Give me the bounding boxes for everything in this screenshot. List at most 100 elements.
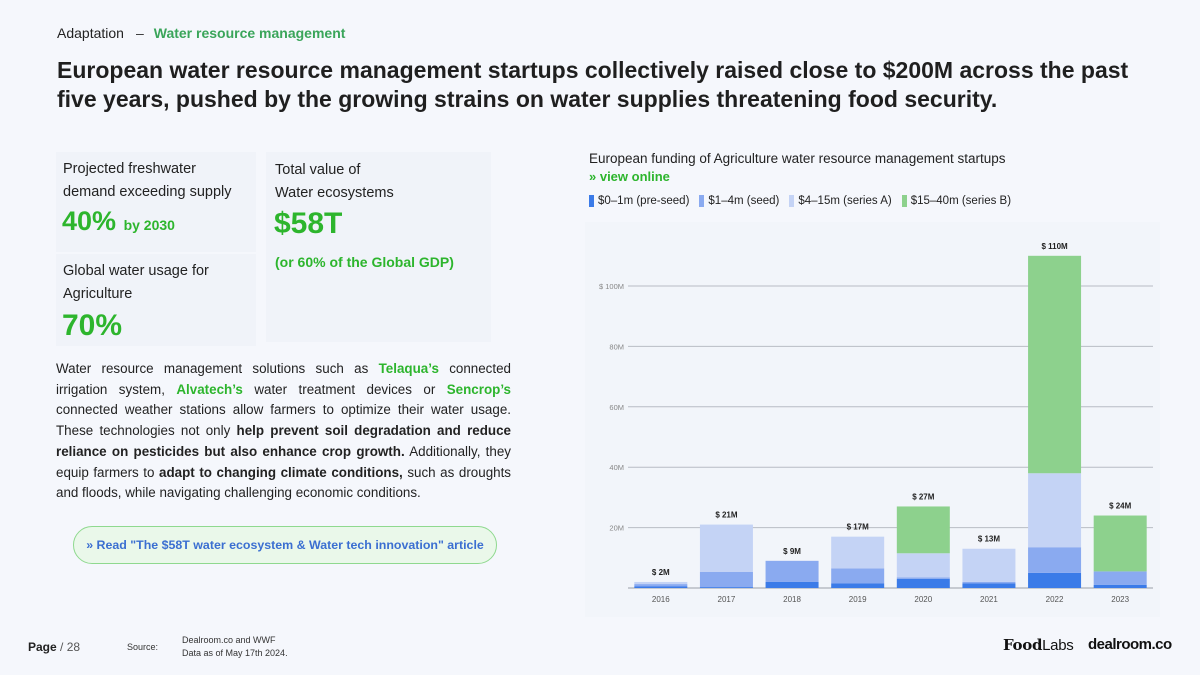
x-tick-label-2016: 2016: [652, 595, 670, 604]
body-bold-1: help prevent soil degradation and reduce…: [56, 423, 511, 459]
freshwater-value: 40% by 2030: [62, 206, 175, 237]
bar-2021-pre-seed: [962, 583, 1016, 588]
y-tick-label-20: 20M: [609, 524, 624, 533]
bar-2017-seed: [699, 571, 753, 588]
page-number: Page / 28: [28, 640, 80, 654]
page-label: Page: [28, 640, 57, 654]
legend-label-seed: $1–4m (seed): [708, 195, 780, 207]
y-tick-label-80: 80M: [609, 342, 624, 351]
body-bold-2: adapt to changing climate conditions,: [159, 464, 403, 480]
bar-2016-series-a: [634, 581, 688, 585]
bar-2021-series-a: [962, 548, 1016, 582]
dealroom-logo: dealroom.co: [1088, 636, 1172, 653]
page-total: / 28: [60, 640, 81, 654]
bar-2018-seed: [765, 560, 819, 582]
x-tick-label-2021: 2021: [980, 595, 998, 604]
agriculture-label-line1: Global water usage for: [63, 263, 209, 279]
total-label-2021: $ 13M: [978, 535, 1001, 544]
legend-label-series-a: $4–15m (series A): [798, 195, 892, 207]
breadcrumb-section: Water resource management: [153, 25, 346, 41]
legend-item-series-b: $15–40m (series B): [901, 195, 1012, 207]
bar-2016-pre-seed: [634, 586, 688, 588]
foodlabs-logo-labs: Labs: [1042, 637, 1074, 654]
bar-2017-series-a: [699, 524, 753, 572]
stat-card-freshwater: [56, 152, 256, 252]
foodlabs-logo-food: Food: [1003, 636, 1043, 654]
legend-item-pre-seed: $0–1m (pre-seed): [589, 195, 689, 207]
page-title: European water resource management start…: [57, 57, 1129, 112]
freshwater-label-line1: Projected freshwater: [63, 161, 196, 177]
sencrop-link[interactable]: Sencrop’s: [446, 381, 511, 397]
breadcrumb-category: Adaptation: [57, 25, 124, 41]
ecosystem-subtext: (or 60% of the Global GDP): [275, 254, 454, 270]
agriculture-label: Global water usage for Agriculture: [63, 260, 209, 306]
x-tick-label-2017: 2017: [718, 595, 736, 604]
y-tick-label-40: 40M: [609, 463, 624, 472]
bar-2022-pre-seed: [1028, 572, 1082, 588]
breadcrumb: Adaptation – Water resource management: [57, 25, 345, 41]
ecosystem-value: $58T: [274, 207, 343, 240]
funding-chart-svg: 20M 40M 60M 80M $ 100M $ 2M 2016 $ 21M 2017 $ 9M 2…: [599, 242, 1153, 604]
chart-title: European funding of Agriculture water re…: [589, 151, 1006, 166]
view-online-link[interactable]: » view online: [589, 169, 670, 184]
legend-item-series-a: $4–15m (series A): [789, 195, 892, 207]
source-label: Source:: [127, 642, 159, 652]
x-tick-label-2020: 2020: [914, 595, 932, 604]
source-text: Dealroom.co and WWF Data as of May 17th …: [182, 634, 288, 660]
funding-chart: 20M 40M 60M 80M $ 100M $ 2M 2016 $ 21M 2017 $ 9M 2…: [585, 222, 1160, 617]
y-tick-label-60: 60M: [609, 403, 624, 412]
bar-2019-series-a: [831, 536, 885, 569]
chart-legend: $0–1m (pre-seed) $1–4m (seed) $4–15m (se…: [589, 195, 1011, 207]
body-text-3: water treatment devices or: [242, 381, 447, 397]
body-text-4: connected weather stations allow farmers…: [56, 402, 511, 439]
bar-2021-seed: [962, 581, 1016, 584]
bar-2020-pre-seed: [896, 578, 950, 588]
bar-2020-series-b: [896, 506, 950, 554]
bar-2022-series-a: [1028, 473, 1082, 548]
x-tick-label-2023: 2023: [1111, 595, 1129, 604]
x-tick-label-2022: 2022: [1046, 595, 1064, 604]
bar-2016-seed: [634, 584, 688, 587]
bar-2023-pre-seed: [1093, 584, 1147, 588]
agriculture-label-line2: Agriculture: [63, 286, 133, 302]
bar-2019-seed: [831, 568, 885, 584]
body-text-2: connected irrigation system,: [56, 361, 511, 397]
body-text-1: Water resource management solutions such…: [56, 361, 379, 376]
ecosystem-label-line1: Total value of: [275, 162, 361, 178]
bar-2018-pre-seed: [765, 581, 819, 588]
stat-card-ecosystem: [266, 152, 491, 342]
source-line-2: Data as of May 17th 2024.: [182, 648, 288, 658]
bar-2019-pre-seed: [831, 583, 885, 588]
total-label-2018: $ 9M: [783, 547, 801, 556]
ecosystem-label-line2: Water ecosystems: [275, 185, 394, 201]
total-label-2023: $ 24M: [1109, 502, 1132, 511]
x-tick-label-2019: 2019: [849, 595, 867, 604]
legend-swatch-series-b: [901, 195, 907, 207]
legend-label-series-b: $15–40m (series B): [910, 195, 1012, 207]
bar-2020-series-a: [896, 553, 950, 578]
body-text-6: such as droughts and floods, while navig…: [56, 464, 511, 501]
bar-2022-series-b: [1028, 255, 1082, 474]
body-text-5: Additionally, they equip farmers to: [56, 443, 511, 480]
total-label-2017: $ 21M: [715, 511, 738, 520]
bar-2020-seed: [896, 577, 950, 579]
alvatech-link[interactable]: Alvatech’s: [176, 381, 243, 397]
legend-item-seed: $1–4m (seed): [699, 195, 779, 207]
total-label-2020: $ 27M: [912, 492, 935, 501]
total-label-2022: $ 110M: [1041, 242, 1068, 251]
y-tick-label-100: $ 100M: [599, 282, 624, 291]
legend-label-pre-seed: $0–1m (pre-seed): [598, 195, 690, 207]
x-tick-label-2018: 2018: [783, 595, 801, 604]
read-article-button[interactable]: » Read "The $58T water ecosystem & Water…: [73, 526, 497, 564]
bar-2023-series-b: [1093, 515, 1147, 572]
total-label-2016: $ 2M: [652, 568, 670, 577]
ecosystem-label: Total value of Water ecosystems: [275, 159, 394, 205]
legend-swatch-pre-seed: [589, 195, 594, 207]
bar-2023-seed: [1093, 571, 1147, 585]
freshwater-label: Projected freshwater demand exceeding su…: [63, 158, 231, 204]
agriculture-value: 70%: [62, 309, 123, 342]
freshwater-percent: 40%: [62, 206, 117, 236]
body-paragraph: Water resource management solutions such…: [56, 359, 511, 504]
telaqua-link[interactable]: Telaqua’s: [378, 361, 439, 376]
foodlabs-logo: FoodLabs: [1003, 636, 1074, 654]
